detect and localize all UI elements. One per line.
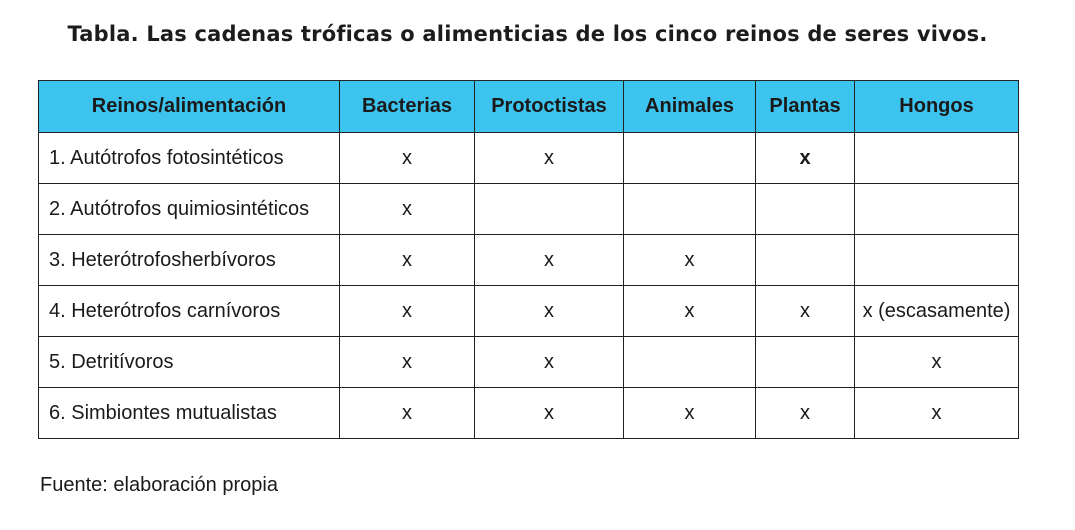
column-header-protoctistas: Protoctistas xyxy=(474,80,624,133)
table-cell: x (escasamente) xyxy=(854,285,1019,337)
row-label: 2. Autótrofos quimiosintéticos xyxy=(38,183,340,235)
table-cell: x xyxy=(623,285,756,337)
table-row: 3. Heterótrofosherbívoros x x x xyxy=(38,234,1019,286)
column-header-kingdoms: Reinos/alimentación xyxy=(38,80,340,133)
table-cell xyxy=(854,234,1019,286)
table-cell: x xyxy=(854,387,1019,439)
table-cell xyxy=(623,132,756,184)
header-row: Reinos/alimentación Bacterias Protoctist… xyxy=(38,80,1019,133)
table-cell: x xyxy=(623,234,756,286)
table-cell xyxy=(474,183,624,235)
column-header-bacterias: Bacterias xyxy=(339,80,475,133)
table-cell xyxy=(755,183,855,235)
row-label: 5. Detritívoros xyxy=(38,336,340,388)
row-label: 3. Heterótrofosherbívoros xyxy=(38,234,340,286)
row-label: 6. Simbiontes mutualistas xyxy=(38,387,340,439)
table-cell: x xyxy=(623,387,756,439)
source-note: Fuente: elaboración propia xyxy=(40,474,278,496)
table-cell: x xyxy=(854,336,1019,388)
table-cell xyxy=(623,336,756,388)
table-cell: x xyxy=(474,336,624,388)
kingdoms-table: Reinos/alimentación Bacterias Protoctist… xyxy=(38,80,1019,439)
table-cell: x xyxy=(474,234,624,286)
table-cell: x xyxy=(755,387,855,439)
column-header-animales: Animales xyxy=(623,80,756,133)
table-cell: x xyxy=(755,285,855,337)
table-cell: x xyxy=(339,285,475,337)
table-cell: x xyxy=(474,285,624,337)
column-header-plantas: Plantas xyxy=(755,80,855,133)
table-cell: x xyxy=(339,387,475,439)
table-row: 2. Autótrofos quimiosintéticos x xyxy=(38,183,1019,235)
row-label: 1. Autótrofos fotosintéticos xyxy=(38,132,340,184)
table-cell: x xyxy=(474,132,624,184)
table-cell xyxy=(755,234,855,286)
table-row: 4. Heterótrofos carnívoros x x x x x (es… xyxy=(38,285,1019,337)
table-cell xyxy=(854,183,1019,235)
table-cell xyxy=(755,336,855,388)
table-cell xyxy=(854,132,1019,184)
table-row: 5. Detritívoros x x x xyxy=(38,336,1019,388)
table-cell: x xyxy=(339,234,475,286)
table-cell: x xyxy=(339,183,475,235)
table-row: 6. Simbiontes mutualistas x x x x x xyxy=(38,387,1019,439)
table-cell: x xyxy=(474,387,624,439)
table-cell xyxy=(623,183,756,235)
table-cell: x xyxy=(339,132,475,184)
row-label: 4. Heterótrofos carnívoros xyxy=(38,285,340,337)
table-cell: x xyxy=(755,132,855,184)
table-row: 1. Autótrofos fotosintéticos x x x xyxy=(38,132,1019,184)
table-cell: x xyxy=(339,336,475,388)
table-caption: Tabla. Las cadenas tróficas o alimentici… xyxy=(67,22,988,46)
column-header-hongos: Hongos xyxy=(854,80,1019,133)
